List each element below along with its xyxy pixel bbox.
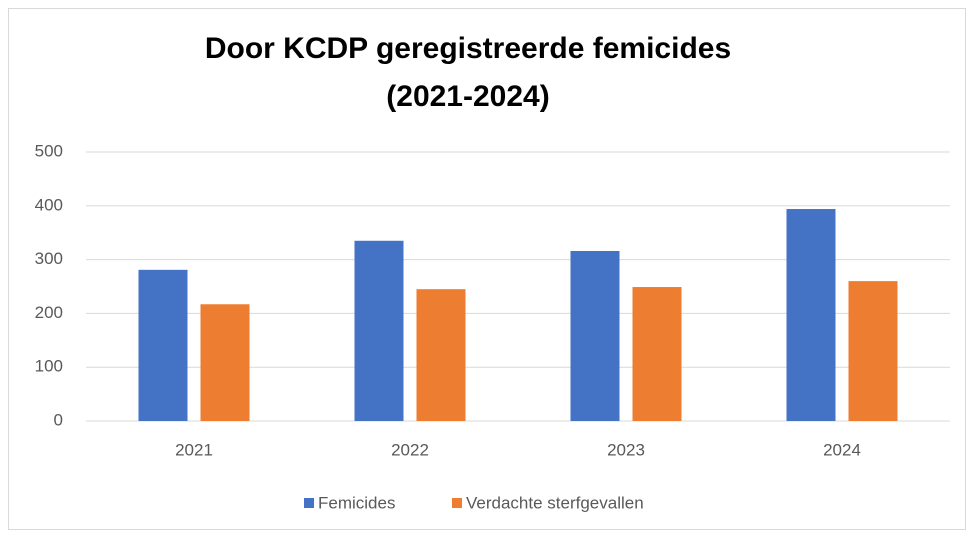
y-tick-label: 300 [35,249,63,268]
bar [200,304,250,421]
legend-swatch [304,498,314,508]
x-tick-label: 2023 [607,440,645,459]
y-tick-label: 0 [54,410,63,429]
x-tick-label: 2024 [823,440,861,459]
chart-title: Door KCDP geregistreerde femicides [205,32,731,65]
legend-swatch [452,498,462,508]
y-tick-label: 200 [35,303,63,322]
bar [138,269,188,421]
chart-title: (2021-2024) [386,80,549,113]
legend-label: Verdachte sterfgevallen [466,493,644,512]
bar [848,281,898,421]
x-tick-label: 2022 [391,440,429,459]
bar [786,209,836,421]
y-tick-label: 100 [35,357,63,376]
y-tick-label: 500 [35,141,63,160]
bar [570,250,620,421]
y-tick-label: 400 [35,195,63,214]
bar [632,287,682,421]
bar [416,289,466,421]
bar [354,240,404,421]
legend-label: Femicides [318,493,395,512]
x-tick-label: 2021 [175,440,213,459]
